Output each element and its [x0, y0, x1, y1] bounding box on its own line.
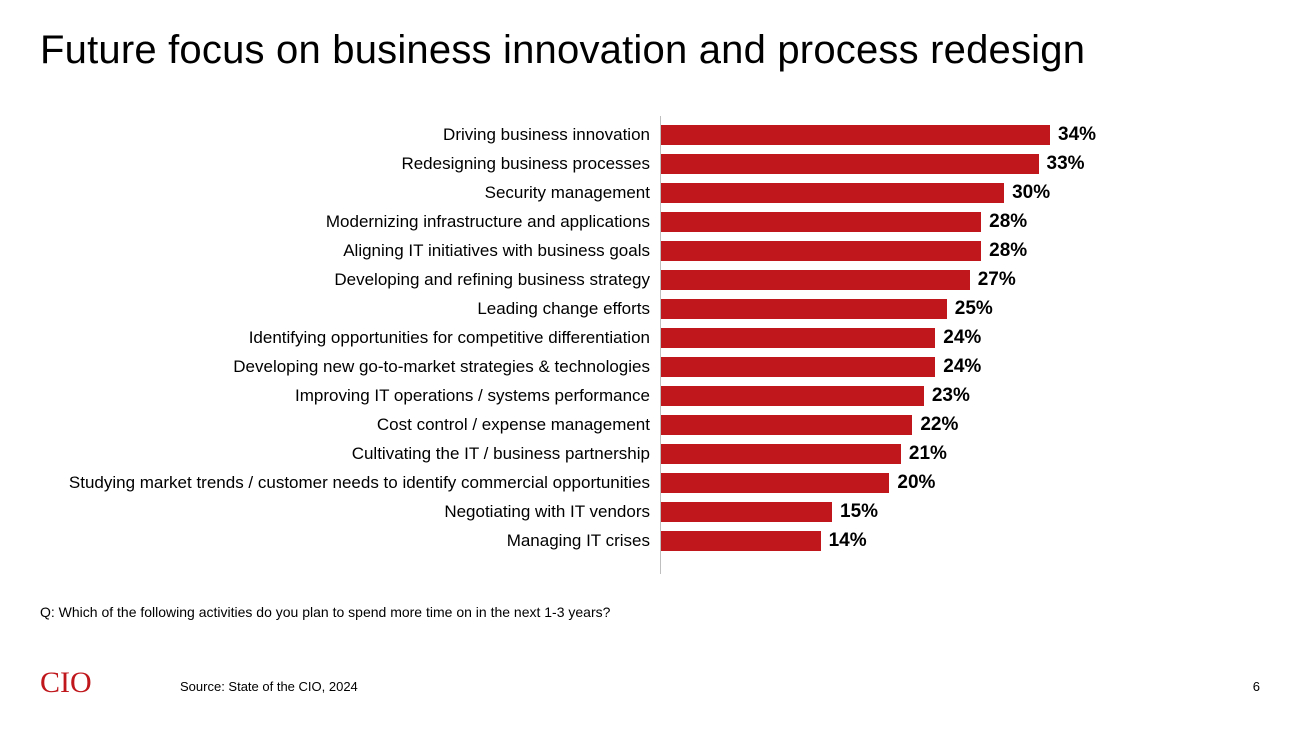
- chart-row: Leading change efforts 25%: [40, 294, 1260, 323]
- category-label: Managing IT crises: [40, 531, 660, 551]
- bar-wrap: 30%: [660, 178, 1260, 207]
- chart-row: Security management 30%: [40, 178, 1260, 207]
- bar-wrap: 23%: [660, 381, 1260, 410]
- bar-wrap: 21%: [660, 439, 1260, 468]
- bar: [660, 270, 970, 290]
- bar: [660, 154, 1039, 174]
- category-label: Studying market trends / customer needs …: [40, 473, 660, 493]
- chart-row: Redesigning business processes 33%: [40, 149, 1260, 178]
- value-label: 15%: [840, 501, 878, 523]
- chart-row: Improving IT operations / systems perfor…: [40, 381, 1260, 410]
- bar-wrap: 34%: [660, 120, 1260, 149]
- slide: Future focus on business innovation and …: [0, 0, 1300, 730]
- bar: [660, 473, 889, 493]
- source-text: Source: State of the CIO, 2024: [180, 679, 358, 694]
- category-label: Security management: [40, 183, 660, 203]
- bar: [660, 444, 901, 464]
- category-label: Developing new go-to-market strategies &…: [40, 357, 660, 377]
- category-label: Cultivating the IT / business partnershi…: [40, 444, 660, 464]
- value-label: 28%: [989, 211, 1027, 233]
- bar-wrap: 28%: [660, 236, 1260, 265]
- category-label: Developing and refining business strateg…: [40, 270, 660, 290]
- chart-row: Developing new go-to-market strategies &…: [40, 352, 1260, 381]
- value-label: 27%: [978, 269, 1016, 291]
- bar-wrap: 24%: [660, 323, 1260, 352]
- chart-row: Negotiating with IT vendors 15%: [40, 497, 1260, 526]
- cio-logo: CIO: [40, 666, 92, 700]
- bar-wrap: 22%: [660, 410, 1260, 439]
- value-label: 25%: [955, 298, 993, 320]
- bar: [660, 183, 1004, 203]
- bar: [660, 299, 947, 319]
- chart-row: Driving business innovation 34%: [40, 120, 1260, 149]
- chart-row: Managing IT crises 14%: [40, 526, 1260, 555]
- value-label: 22%: [920, 414, 958, 436]
- value-label: 23%: [932, 385, 970, 407]
- bar: [660, 531, 821, 551]
- value-label: 21%: [909, 443, 947, 465]
- bar: [660, 415, 912, 435]
- bar: [660, 241, 981, 261]
- chart-row: Aligning IT initiatives with business go…: [40, 236, 1260, 265]
- bar: [660, 328, 935, 348]
- value-label: 30%: [1012, 182, 1050, 204]
- category-label: Negotiating with IT vendors: [40, 502, 660, 522]
- value-label: 24%: [943, 327, 981, 349]
- chart-row: Cultivating the IT / business partnershi…: [40, 439, 1260, 468]
- bar: [660, 386, 924, 406]
- bar: [660, 125, 1050, 145]
- value-label: 24%: [943, 356, 981, 378]
- bar: [660, 357, 935, 377]
- category-label: Modernizing infrastructure and applicati…: [40, 212, 660, 232]
- bar-wrap: 33%: [660, 149, 1260, 178]
- category-label: Aligning IT initiatives with business go…: [40, 241, 660, 261]
- category-label: Identifying opportunities for competitiv…: [40, 328, 660, 348]
- chart-row: Identifying opportunities for competitiv…: [40, 323, 1260, 352]
- value-label: 14%: [829, 530, 867, 552]
- value-label: 34%: [1058, 124, 1096, 146]
- category-label: Leading change efforts: [40, 299, 660, 319]
- bar-wrap: 28%: [660, 207, 1260, 236]
- bar-wrap: 27%: [660, 265, 1260, 294]
- bar-wrap: 14%: [660, 526, 1260, 555]
- chart-row: Developing and refining business strateg…: [40, 265, 1260, 294]
- y-axis-line: [660, 116, 661, 574]
- category-label: Driving business innovation: [40, 125, 660, 145]
- survey-question: Q: Which of the following activities do …: [40, 604, 610, 620]
- slide-title: Future focus on business innovation and …: [40, 28, 1085, 73]
- bar: [660, 212, 981, 232]
- bar-wrap: 25%: [660, 294, 1260, 323]
- chart-row: Cost control / expense management 22%: [40, 410, 1260, 439]
- page-number: 6: [1253, 679, 1260, 694]
- value-label: 33%: [1047, 153, 1085, 175]
- chart-row: Modernizing infrastructure and applicati…: [40, 207, 1260, 236]
- category-label: Improving IT operations / systems perfor…: [40, 386, 660, 406]
- chart-row: Studying market trends / customer needs …: [40, 468, 1260, 497]
- bar-chart: Driving business innovation 34% Redesignin…: [40, 120, 1260, 570]
- bar-wrap: 24%: [660, 352, 1260, 381]
- category-label: Cost control / expense management: [40, 415, 660, 435]
- category-label: Redesigning business processes: [40, 154, 660, 174]
- value-label: 28%: [989, 240, 1027, 262]
- bar-wrap: 15%: [660, 497, 1260, 526]
- value-label: 20%: [897, 472, 935, 494]
- bar: [660, 502, 832, 522]
- bar-wrap: 20%: [660, 468, 1260, 497]
